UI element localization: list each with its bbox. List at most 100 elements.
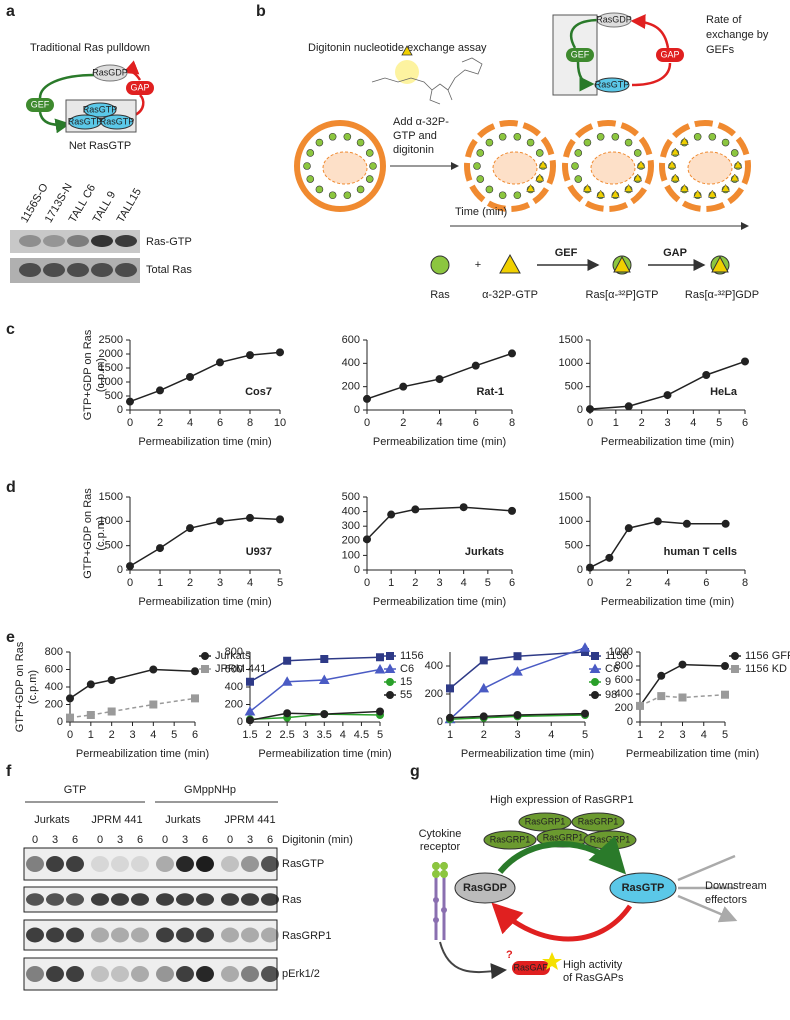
y-tick-label: 1500 bbox=[559, 491, 583, 503]
x-tick-label: 3.5 bbox=[317, 729, 332, 741]
chart: 0 200 400 600 800 1.5 2 2.5 3 3.5 4 4.5 5 Permeabiliz… bbox=[225, 646, 424, 760]
note: GEFs bbox=[706, 44, 735, 56]
x-tick-label: 1 bbox=[388, 577, 394, 589]
legend: Ras[α-³²P]GDP bbox=[685, 289, 759, 301]
x-tick-label: 8 bbox=[742, 577, 748, 589]
y-tick-label: 0 bbox=[354, 404, 360, 416]
annotation: human T cells bbox=[664, 546, 737, 558]
legend-label: 1156 KD bbox=[745, 663, 787, 675]
y-axis-label: (c.p.m) bbox=[27, 670, 39, 704]
point bbox=[276, 515, 284, 524]
point bbox=[86, 680, 95, 689]
y-tick-label: 800 bbox=[225, 646, 243, 658]
x-tick-label: 2 bbox=[400, 417, 406, 429]
point bbox=[702, 371, 711, 379]
point bbox=[579, 642, 591, 652]
x-tick-label: 4 bbox=[664, 577, 670, 589]
row-label: RasGTP bbox=[282, 858, 324, 870]
x-tick-label: 6 bbox=[473, 417, 479, 429]
gtp bbox=[610, 189, 620, 198]
x-tick-label: 0 bbox=[67, 729, 73, 741]
gtp bbox=[730, 173, 740, 182]
line bbox=[129, 517, 281, 567]
arrow bbox=[677, 854, 735, 920]
band bbox=[46, 893, 64, 906]
molecule bbox=[371, 45, 483, 105]
arrow bbox=[497, 835, 627, 875]
band bbox=[111, 893, 129, 906]
y-tick-label: 500 bbox=[105, 390, 123, 402]
point bbox=[66, 713, 74, 722]
row-label: Ras-GTP bbox=[146, 236, 192, 248]
arrow bbox=[439, 941, 507, 980]
row-label: Ras bbox=[282, 894, 302, 906]
ras bbox=[574, 149, 583, 157]
panel-label: e bbox=[6, 629, 15, 646]
y-tick-label: 1500 bbox=[99, 491, 123, 503]
y-tick-label: 0 bbox=[354, 564, 360, 576]
point bbox=[276, 348, 284, 357]
node-label: GEF bbox=[31, 99, 50, 109]
point bbox=[513, 652, 522, 661]
ras bbox=[306, 175, 315, 183]
cells bbox=[294, 120, 751, 212]
point bbox=[156, 386, 164, 395]
point bbox=[246, 677, 254, 686]
y-tick-label: 1500 bbox=[559, 334, 583, 346]
ras bbox=[303, 162, 311, 170]
cell: JPRM 441 bbox=[91, 814, 142, 826]
lane-label: 0 bbox=[227, 834, 233, 846]
y-tick-label: 0 bbox=[577, 564, 583, 576]
x-tick-label: 4 bbox=[247, 577, 253, 589]
x-tick-label: 0 bbox=[364, 577, 370, 589]
row-label: RasGRP1 bbox=[282, 930, 332, 942]
y-tick-label: 400 bbox=[45, 681, 63, 693]
y-axis-label: (c.p.m) bbox=[95, 516, 107, 550]
band bbox=[43, 235, 65, 247]
legend-marker bbox=[386, 691, 394, 699]
y-tick-label: 2000 bbox=[99, 348, 123, 360]
ras bbox=[343, 132, 352, 141]
legend: GAP bbox=[663, 247, 687, 259]
x-tick-label: 1 bbox=[88, 729, 94, 741]
point bbox=[446, 713, 454, 722]
point bbox=[216, 517, 224, 526]
lane-label: 6 bbox=[267, 834, 273, 846]
band bbox=[221, 966, 239, 982]
legend-label: C6 bbox=[400, 663, 414, 675]
y-tick-label: 400 bbox=[225, 681, 243, 693]
ras bbox=[624, 138, 633, 147]
gtp bbox=[721, 183, 731, 192]
band bbox=[261, 856, 279, 872]
x-tick-label: 2 bbox=[109, 729, 115, 741]
step: Add α-32P- bbox=[393, 116, 449, 128]
y-tick-label: 1000 bbox=[99, 376, 123, 388]
line bbox=[249, 713, 381, 721]
point bbox=[191, 694, 199, 703]
receptor bbox=[432, 862, 448, 940]
y-axis-label: GTP+GDP on Ras bbox=[82, 488, 94, 579]
x-tick-label: 3 bbox=[217, 577, 223, 589]
band bbox=[91, 893, 109, 906]
band bbox=[156, 927, 174, 943]
icon bbox=[499, 253, 521, 274]
gtp bbox=[538, 160, 548, 169]
x-axis-label: Permeabilization time (min) bbox=[601, 436, 734, 448]
chart: 0 200 400 1 2 3 4 5 Permeabilization time (min) 1… bbox=[425, 642, 629, 760]
point bbox=[376, 707, 384, 716]
x-tick-label: 0 bbox=[587, 577, 593, 589]
band bbox=[46, 927, 64, 943]
axis-label: Time (min) bbox=[455, 206, 507, 218]
band bbox=[67, 263, 89, 277]
band bbox=[67, 235, 89, 247]
point bbox=[320, 710, 329, 719]
band bbox=[221, 893, 239, 906]
legend-label: 1156 GFP bbox=[745, 650, 790, 662]
node-label: RasGTP bbox=[595, 79, 630, 89]
note: effectors bbox=[705, 894, 747, 906]
chart: 0 200 400 600 800 0 1 2 3 4 5 6 Permeabilization tim… bbox=[14, 641, 266, 760]
x-tick-label: 4 bbox=[150, 729, 156, 741]
line bbox=[449, 651, 586, 689]
point bbox=[246, 716, 254, 725]
